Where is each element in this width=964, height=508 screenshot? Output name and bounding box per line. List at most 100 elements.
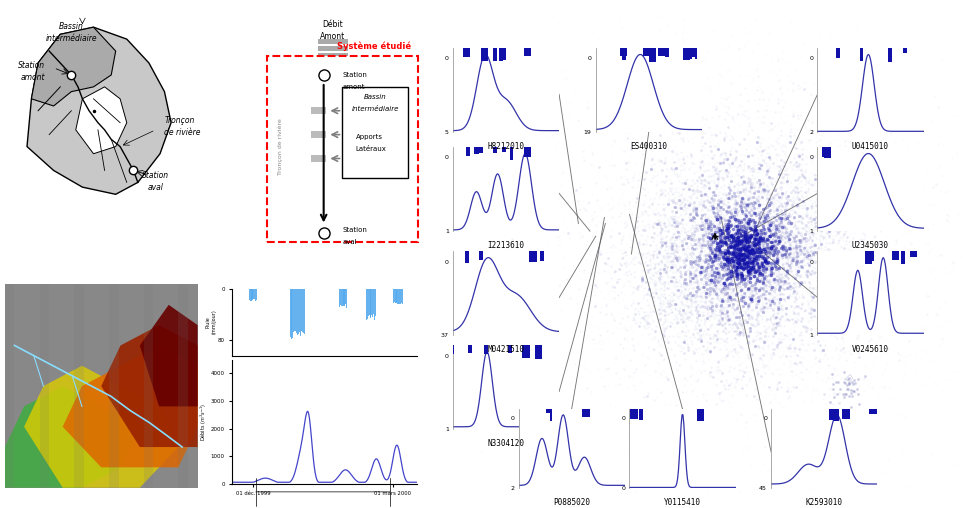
- Point: [799, 273, 815, 281]
- Point: [736, 208, 751, 216]
- Point: [690, 235, 706, 243]
- Point: [815, 377, 830, 385]
- Point: [677, 285, 692, 293]
- Point: [651, 294, 666, 302]
- Point: [736, 208, 751, 216]
- Point: [743, 282, 759, 290]
- Point: [756, 272, 771, 280]
- Point: [721, 244, 736, 252]
- Point: [609, 277, 625, 285]
- Point: [890, 313, 905, 321]
- Point: [866, 170, 881, 178]
- Point: [639, 308, 655, 316]
- Point: [794, 315, 810, 323]
- Point: [755, 146, 770, 154]
- Point: [667, 186, 683, 195]
- Point: [856, 386, 871, 394]
- Point: [736, 243, 751, 251]
- Point: [749, 276, 764, 284]
- Point: [746, 244, 762, 252]
- Point: [710, 223, 725, 231]
- Point: [690, 301, 706, 309]
- Point: [709, 199, 724, 207]
- Point: [731, 260, 746, 268]
- Point: [572, 200, 587, 208]
- Point: [795, 396, 811, 404]
- Point: [786, 244, 801, 252]
- Point: [913, 225, 928, 233]
- Point: [832, 297, 847, 305]
- Point: [756, 205, 771, 213]
- Point: [721, 269, 736, 277]
- Point: [741, 184, 757, 192]
- Point: [798, 365, 814, 373]
- Point: [761, 186, 776, 194]
- Point: [728, 226, 743, 234]
- Point: [816, 219, 831, 227]
- Point: [715, 446, 731, 454]
- Point: [629, 285, 645, 293]
- Point: [782, 128, 797, 136]
- Point: [861, 311, 876, 320]
- Point: [813, 341, 828, 349]
- Point: [810, 244, 825, 252]
- Point: [659, 298, 675, 306]
- Point: [802, 234, 817, 242]
- Point: [750, 300, 765, 308]
- Point: [691, 285, 707, 293]
- Point: [613, 288, 629, 296]
- Point: [697, 230, 712, 238]
- Point: [587, 302, 602, 310]
- Point: [705, 265, 720, 273]
- Point: [700, 222, 715, 230]
- Point: [787, 143, 802, 151]
- Point: [749, 315, 764, 324]
- Point: [684, 117, 700, 125]
- Point: [726, 433, 741, 441]
- Point: [692, 148, 708, 156]
- Point: [725, 296, 740, 304]
- Point: [753, 262, 768, 270]
- Point: [716, 285, 732, 293]
- Point: [794, 336, 810, 344]
- Point: [663, 273, 679, 281]
- Point: [733, 205, 748, 213]
- Point: [804, 215, 819, 223]
- Point: [797, 261, 813, 269]
- Point: [587, 287, 602, 295]
- Point: [632, 240, 648, 248]
- Point: [671, 235, 686, 243]
- Point: [763, 299, 778, 307]
- Point: [746, 238, 762, 246]
- Point: [676, 308, 691, 316]
- Point: [774, 89, 790, 98]
- Point: [587, 321, 602, 329]
- Point: [780, 218, 795, 227]
- Point: [731, 301, 746, 309]
- Point: [722, 150, 737, 158]
- Point: [722, 272, 737, 280]
- Point: [741, 258, 757, 266]
- Point: [704, 371, 719, 379]
- Point: [770, 270, 786, 278]
- Point: [656, 298, 672, 306]
- Point: [774, 225, 790, 233]
- Point: [769, 122, 785, 130]
- Point: [707, 230, 722, 238]
- Point: [759, 273, 774, 281]
- Point: [740, 228, 756, 236]
- Point: [754, 285, 769, 294]
- Point: [737, 263, 753, 271]
- Point: [664, 308, 680, 316]
- Point: [712, 259, 728, 267]
- Point: [675, 237, 690, 245]
- Point: [767, 284, 783, 292]
- Point: [796, 135, 812, 143]
- Point: [790, 252, 805, 260]
- Point: [800, 247, 816, 255]
- Point: [748, 395, 763, 403]
- Point: [595, 336, 610, 344]
- Point: [854, 302, 870, 310]
- Point: [634, 351, 650, 359]
- Point: [736, 178, 752, 186]
